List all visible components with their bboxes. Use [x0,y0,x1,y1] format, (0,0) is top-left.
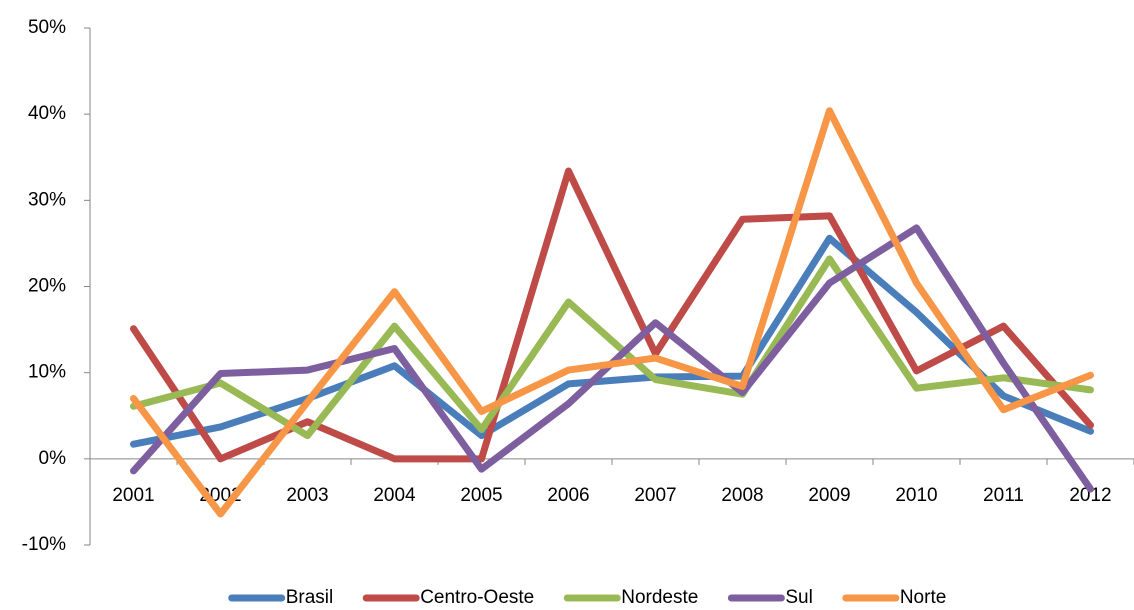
y-tick-label: 20% [28,276,66,297]
legend-label: Centro-Oeste [420,587,534,608]
x-tick-label: 2007 [634,485,676,506]
legend-label: Sul [785,587,812,608]
x-tick-label: 2003 [286,485,328,506]
y-tick-label: 50% [28,17,66,38]
x-tick-label: 2006 [547,485,589,506]
x-tick-label: 2005 [460,485,502,506]
y-tick-label: -10% [22,534,66,555]
series-line [130,107,1094,518]
legend-label: Nordeste [621,587,698,608]
x-tick-label: 2009 [808,485,850,506]
x-tick-label: 2004 [373,485,416,506]
x-tick-label: 2012 [1069,485,1111,506]
series-line [130,234,1094,448]
x-tick-label: 2008 [721,485,763,506]
y-tick-label: 0% [39,448,67,469]
legend-label: Brasil [286,587,334,608]
x-tick-label: 2001 [112,485,154,506]
x-tick-label: 2010 [895,485,937,506]
y-tick-label: 40% [28,103,66,124]
x-tick-label: 2011 [983,485,1024,506]
legend-label: Norte [900,587,946,608]
y-tick-label: 30% [28,189,66,210]
y-tick-label: 10% [28,362,66,383]
series-line [130,255,1094,440]
